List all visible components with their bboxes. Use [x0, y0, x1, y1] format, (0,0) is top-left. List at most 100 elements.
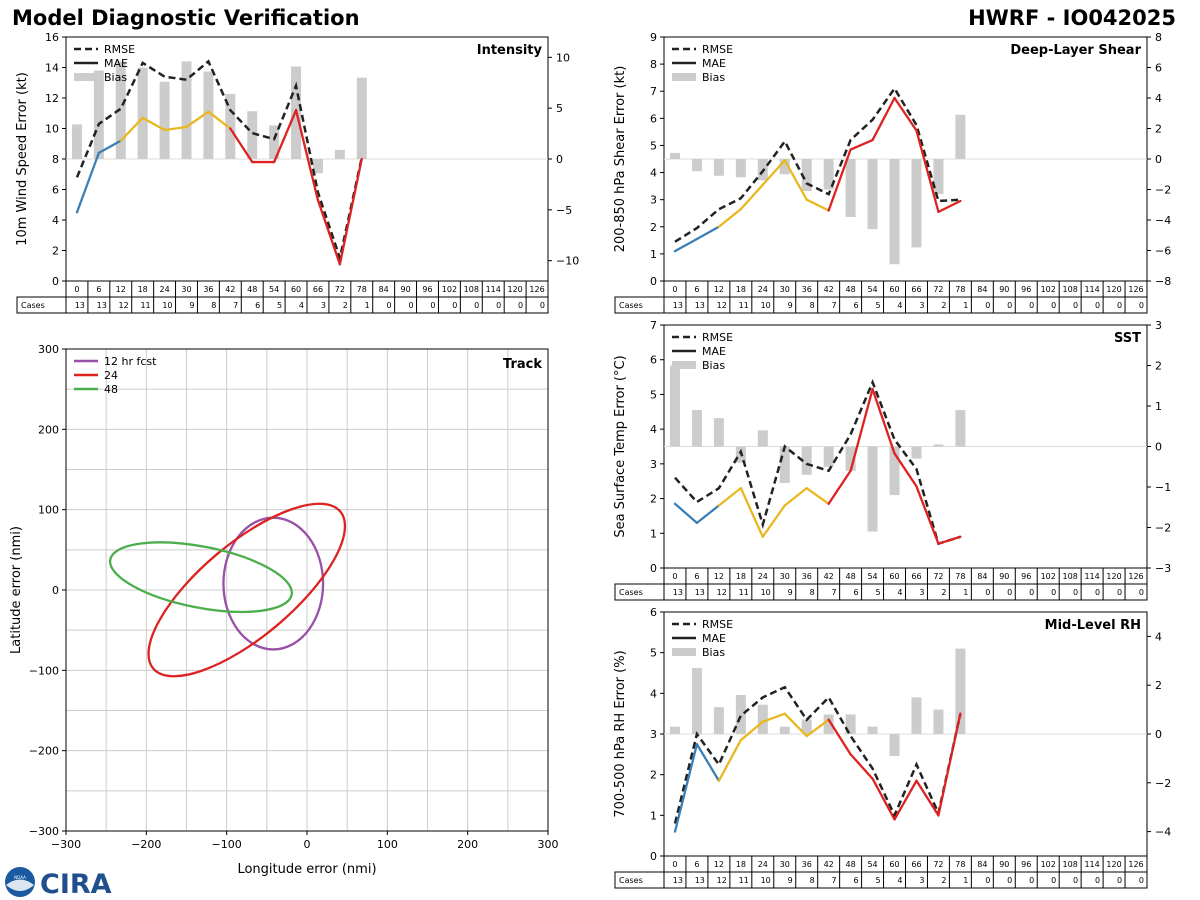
bias-bar [823, 446, 834, 467]
bias-bar [911, 446, 922, 459]
legend-mae-label: MAE [104, 57, 128, 70]
case-count: 2 [941, 301, 946, 310]
lead-hour-label: 12 [116, 285, 126, 294]
case-count: 11 [739, 876, 749, 885]
case-count: 5 [277, 301, 282, 310]
lead-hour-label: 6 [694, 572, 699, 581]
bias-bar [713, 159, 724, 176]
bias-bar [933, 159, 944, 195]
mae-segment [141, 116, 166, 132]
lead-hour-label: 24 [758, 285, 768, 294]
lead-hour-label: 42 [824, 860, 834, 869]
lead-hour-label: 12 [714, 572, 724, 581]
lead-hour-label: 36 [802, 572, 812, 581]
y2-tick-label: 3 [1155, 319, 1162, 332]
mae-segment [229, 127, 254, 164]
bias-bar [779, 159, 790, 175]
legend-bias-label: Bias [702, 646, 725, 659]
bias-bar [735, 159, 746, 178]
y-tick-label: −200 [29, 745, 59, 758]
lead-hour-label: 108 [1063, 572, 1078, 581]
case-count: 6 [255, 301, 260, 310]
lead-hour-label: 96 [1021, 860, 1031, 869]
case-count: 1 [963, 588, 968, 597]
y2-tick-label: −2 [1155, 522, 1171, 535]
cases-row [614, 871, 1148, 889]
legend-rmse-label: RMSE [104, 43, 135, 56]
case-count: 0 [1029, 588, 1034, 597]
legend-bias-swatch [672, 361, 696, 369]
lead-hour-label: 126 [1128, 572, 1143, 581]
y2-tick-label: −1 [1155, 481, 1171, 494]
lead-hour-label: 102 [1041, 572, 1056, 581]
lead-hour-label: 126 [1128, 285, 1143, 294]
y-tick-label: 0 [650, 562, 657, 575]
mae-segment [915, 129, 940, 214]
lead-hour-label: 0 [672, 285, 677, 294]
y-axis-label: 10m Wind Speed Error (kt) [15, 72, 30, 246]
case-count: 0 [1051, 301, 1056, 310]
bias-bar [691, 410, 702, 447]
y-tick-label: 0 [650, 850, 657, 863]
lead-hour-label: 114 [486, 285, 501, 294]
lead-hour-label: 108 [1063, 285, 1078, 294]
y-tick-label: 14 [45, 62, 59, 75]
lead-hour-label: 60 [889, 572, 899, 581]
y-tick-label: 6 [650, 112, 657, 125]
lead-hour-label: 84 [977, 572, 987, 581]
legend-mae-label: MAE [702, 345, 726, 358]
track-error-ellipse [147, 502, 347, 678]
case-count: 7 [832, 588, 837, 597]
case-count: 0 [474, 301, 479, 310]
mae-segment [849, 753, 874, 780]
y-tick-label: 7 [650, 319, 657, 332]
cases-label: Cases [619, 301, 643, 310]
mae-segment [316, 199, 342, 266]
mae-segment [871, 96, 896, 142]
bias-bar [889, 159, 900, 265]
lead-hour-label: 72 [933, 572, 943, 581]
lead-hour-label: 48 [846, 285, 856, 294]
legend-bias-swatch [74, 73, 98, 81]
lead-hour-label: 78 [955, 285, 965, 294]
track-chart: −300−300 −200 −200 −100 −100 0 0 100 100 200 200 30… [9, 343, 559, 877]
y2-tick-label: 10 [556, 51, 570, 64]
y2-tick-label: 0 [1155, 728, 1162, 741]
case-count: 0 [985, 301, 990, 310]
lead-hour-label: 42 [824, 285, 834, 294]
mae-segment [849, 138, 874, 151]
logo-group: NOAA CIRA [5, 867, 112, 900]
lead-hour-label: 36 [802, 860, 812, 869]
lead-hour-label: 24 [758, 860, 768, 869]
y-tick-label: 4 [52, 214, 59, 227]
mae-segment [783, 487, 808, 507]
case-count: 1 [963, 876, 968, 885]
mae-segment [185, 110, 210, 129]
y-tick-label: 2 [650, 769, 657, 782]
legend-bias-label: Bias [702, 71, 725, 84]
case-count: 5 [875, 588, 880, 597]
bias-bar [845, 159, 856, 217]
mae-segment [937, 199, 962, 214]
lead-hour-label: 60 [291, 285, 301, 294]
y-tick-label: 12 [45, 92, 59, 105]
y-tick-label: 2 [52, 245, 59, 258]
case-count: 4 [897, 301, 902, 310]
lead-hour-label: 114 [1084, 572, 1099, 581]
legend-bias-swatch [672, 73, 696, 81]
mae-segment [805, 718, 830, 738]
y-tick-label: 300 [38, 343, 59, 356]
model-id: HWRF - IO042025 [968, 6, 1176, 30]
y-tick-label: 8 [650, 58, 657, 71]
case-count: 0 [1095, 876, 1100, 885]
y2-tick-label: 4 [1155, 630, 1162, 643]
case-count: 12 [119, 301, 129, 310]
case-count: 4 [897, 588, 902, 597]
case-count: 11 [140, 301, 150, 310]
case-count: 9 [788, 588, 793, 597]
legend-bias-label: Bias [104, 71, 127, 84]
case-count: 8 [810, 588, 815, 597]
y-tick-label: 200 [38, 423, 59, 436]
